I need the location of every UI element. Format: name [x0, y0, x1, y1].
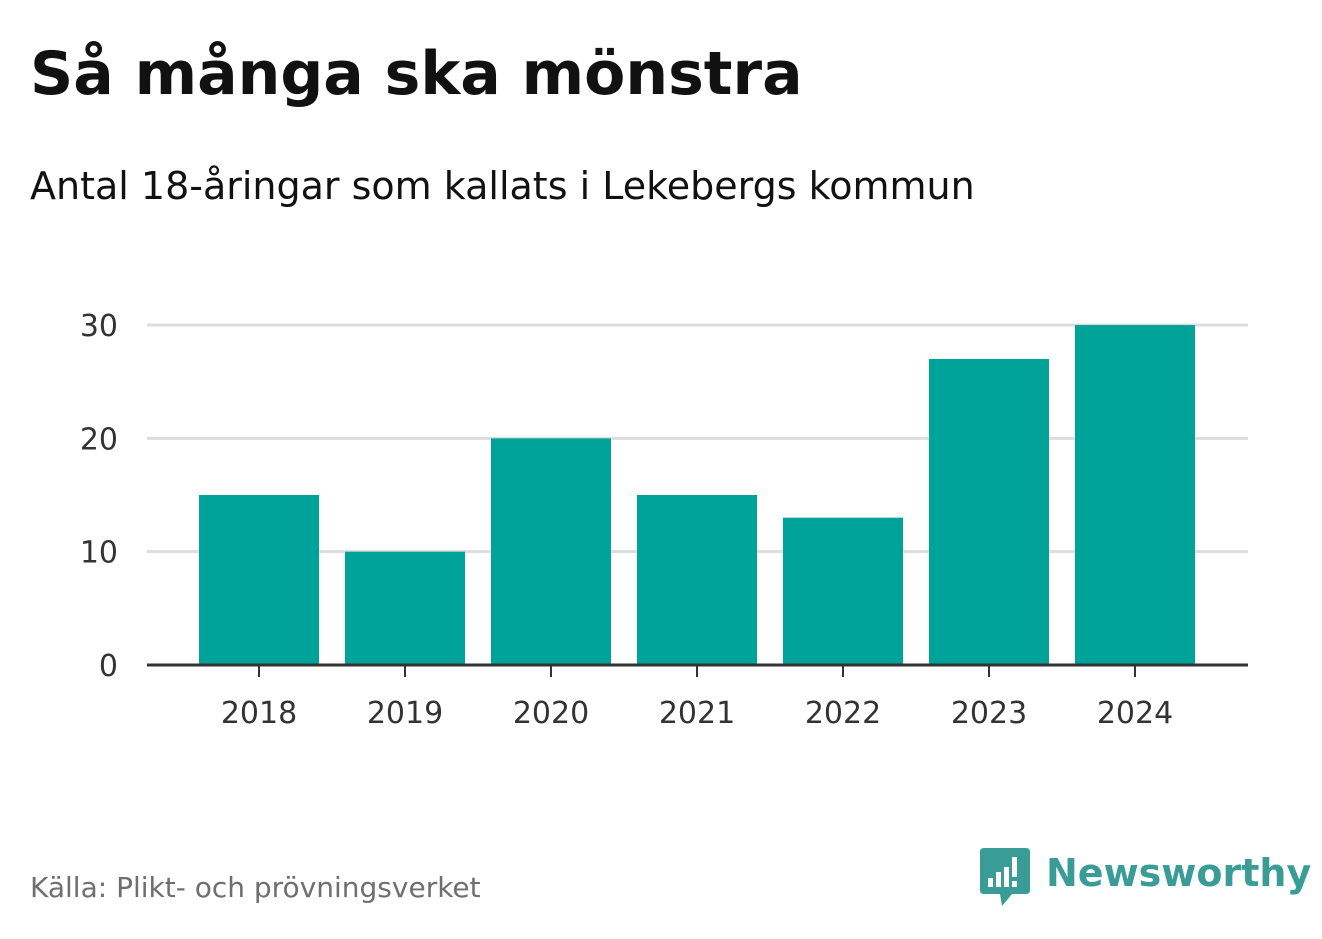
y-tick-label: 10	[80, 536, 118, 571]
brand-name: Newsworthy	[1046, 851, 1312, 895]
y-tick-label: 0	[99, 649, 118, 684]
bar-2024	[1075, 325, 1195, 665]
x-tick-label: 2024	[1097, 696, 1173, 731]
y-tick-label: 30	[80, 309, 118, 344]
x-tick-label: 2022	[805, 696, 881, 731]
bars	[199, 325, 1195, 665]
x-tick-label: 2018	[221, 696, 297, 731]
bar-chart-speech-bubble-icon	[980, 848, 1030, 906]
bar-2023	[929, 359, 1049, 665]
x-axis-ticks: 2018 2019 2020 2021 2022 2023 2024	[221, 665, 1173, 731]
y-axis-ticks: 0 10 20 30	[80, 309, 118, 684]
bar-2020	[491, 438, 611, 665]
x-tick-label: 2021	[659, 696, 735, 731]
source-note: Källa: Plikt- och prövningsverket	[30, 871, 481, 904]
chart-subtitle: Antal 18-åringar som kallats i Lekebergs…	[30, 164, 975, 208]
x-tick-label: 2020	[513, 696, 589, 731]
newsworthy-brand: Newsworthy	[980, 848, 1311, 908]
chart-title: Så många ska mönstra	[30, 39, 803, 109]
bar-2019	[345, 551, 465, 665]
bar-2018	[199, 495, 319, 665]
y-tick-label: 20	[80, 422, 118, 457]
x-tick-label: 2019	[367, 696, 443, 731]
x-tick-label: 2023	[951, 696, 1027, 731]
bar-2022	[783, 517, 903, 665]
bar-2021	[637, 495, 757, 665]
